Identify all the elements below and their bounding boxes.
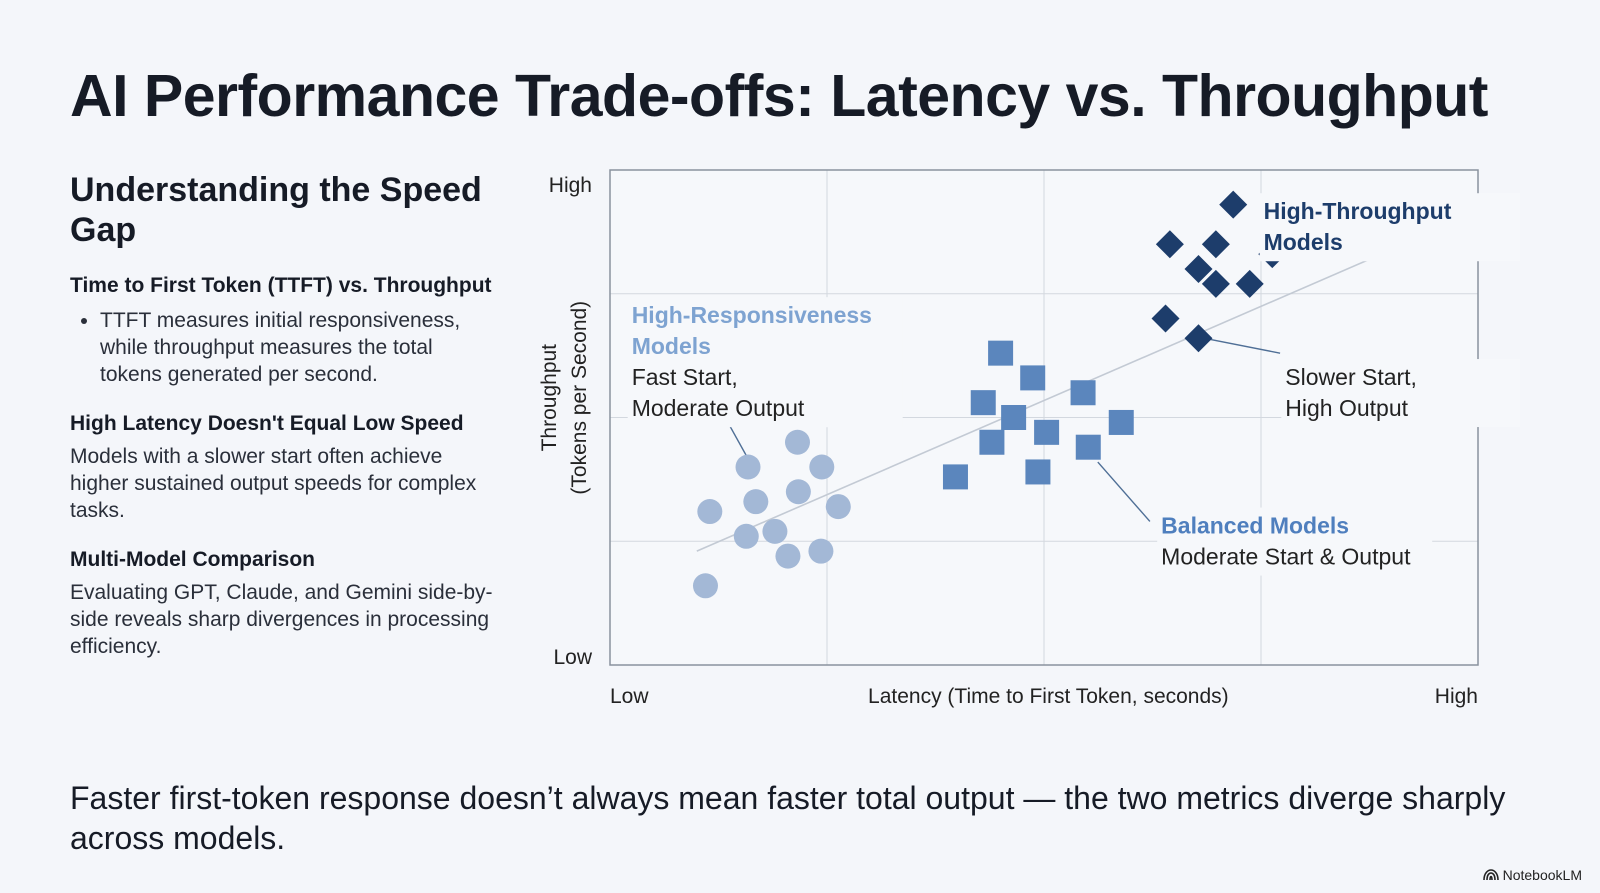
annotation-text: Fast Start, bbox=[632, 364, 738, 390]
trendline bbox=[696, 243, 1405, 552]
page-title: AI Performance Trade-offs: Latency vs. T… bbox=[70, 63, 1488, 129]
chart-svg: High Low Low High Latency (Time to First Tok… bbox=[538, 169, 1520, 708]
annotation-text: Slower Start, bbox=[1285, 364, 1417, 390]
annotation-background bbox=[627, 297, 903, 428]
annotation-balanced: Balanced Models Moderate Start & Output bbox=[1157, 507, 1433, 576]
notebooklm-icon bbox=[1482, 869, 1499, 881]
point-high-responsiveness bbox=[775, 543, 801, 569]
annotation-high-responsiveness: High-Responsiveness Models Fast Start, Mode… bbox=[627, 297, 903, 428]
x-tick-high: High bbox=[1435, 685, 1478, 708]
section-multi-model: Multi-Model Comparison Evaluating GPT, C… bbox=[70, 546, 500, 660]
explanation-panel: Understanding the Speed Gap Time to Firs… bbox=[70, 170, 500, 682]
point-high-throughput bbox=[1219, 190, 1248, 219]
point-high-responsiveness bbox=[784, 429, 810, 455]
section-text: Evaluating GPT, Claude, and Gemini side-… bbox=[70, 581, 493, 658]
annotation-title: Balanced Models bbox=[1161, 513, 1349, 539]
scatter-chart: High Low Low High Latency (Time to First Tok… bbox=[520, 160, 1520, 730]
point-high-responsiveness bbox=[733, 523, 759, 549]
panel-heading: Understanding the Speed Gap bbox=[70, 171, 482, 249]
point-high-responsiveness bbox=[785, 479, 811, 505]
y-axis-label-line1: Throughput bbox=[538, 344, 561, 452]
annotation-title: Models bbox=[632, 333, 711, 359]
annotation-background bbox=[1281, 359, 1520, 428]
point-balanced bbox=[1034, 419, 1060, 445]
point-high-responsiveness bbox=[808, 538, 834, 564]
point-high-throughput bbox=[1201, 269, 1230, 298]
point-high-responsiveness bbox=[809, 454, 835, 480]
point-balanced bbox=[1108, 409, 1134, 435]
footer-takeaway: Faster first-token response doesn’t alwa… bbox=[70, 780, 1506, 856]
annotation-leader-line bbox=[1097, 461, 1151, 522]
point-balanced bbox=[970, 390, 996, 416]
x-axis-label: Latency (Time to First Token, seconds) bbox=[868, 685, 1229, 708]
bullet-list: TTFT measures initial responsiveness, wh… bbox=[70, 307, 500, 388]
annotation-title: High-Responsiveness bbox=[632, 302, 872, 328]
bullet-item: TTFT measures initial responsiveness, wh… bbox=[100, 307, 500, 388]
point-balanced bbox=[1075, 434, 1101, 460]
point-high-throughput bbox=[1184, 255, 1213, 283]
section-ttft: Time to First Token (TTFT) vs. Throughpu… bbox=[70, 272, 500, 388]
point-balanced bbox=[1070, 380, 1096, 406]
point-high-responsiveness bbox=[697, 499, 723, 525]
annotation-text: Moderate Start & Output bbox=[1161, 544, 1411, 570]
point-high-throughput bbox=[1201, 230, 1230, 259]
annotation-title: Models bbox=[1264, 229, 1343, 255]
point-high-responsiveness bbox=[735, 454, 761, 480]
point-high-throughput bbox=[1184, 324, 1213, 353]
annotation-text: High Output bbox=[1285, 395, 1408, 421]
brand-logo: NotebookLM bbox=[1482, 867, 1582, 883]
point-balanced bbox=[979, 429, 1005, 455]
point-balanced bbox=[942, 464, 968, 490]
brand-name: NotebookLM bbox=[1502, 867, 1582, 883]
y-tick-high: High bbox=[549, 174, 592, 197]
annotation-title: High-Throughput bbox=[1264, 198, 1452, 224]
y-axis-label: Throughput (Tokens per Second) bbox=[538, 301, 591, 495]
annotation-slower-start: Slower Start, High Output bbox=[1281, 359, 1520, 428]
section-high-latency: High Latency Doesn't Equal Low Speed Mod… bbox=[70, 410, 500, 524]
section-heading: High Latency Doesn't Equal Low Speed bbox=[70, 412, 464, 435]
point-high-responsiveness bbox=[825, 494, 851, 520]
annotation-high-throughput: High-Throughput Models bbox=[1259, 193, 1520, 262]
section-text: Models with a slower start often achieve… bbox=[70, 445, 477, 522]
point-high-responsiveness bbox=[743, 489, 769, 515]
point-high-responsiveness bbox=[692, 573, 718, 599]
annotation-leader-line bbox=[1204, 337, 1281, 354]
point-high-throughput bbox=[1151, 304, 1180, 333]
point-balanced bbox=[1025, 459, 1051, 485]
point-high-throughput bbox=[1155, 230, 1184, 259]
section-heading: Multi-Model Comparison bbox=[70, 548, 315, 571]
section-heading: Time to First Token (TTFT) vs. Throughpu… bbox=[70, 274, 492, 297]
point-balanced bbox=[1020, 365, 1046, 391]
y-axis-label-line2: (Tokens per Second) bbox=[568, 301, 591, 495]
y-tick-low: Low bbox=[553, 646, 592, 669]
point-high-responsiveness bbox=[762, 518, 788, 544]
point-balanced bbox=[1001, 405, 1027, 430]
annotation-text: Moderate Output bbox=[632, 395, 805, 421]
x-tick-low: Low bbox=[610, 685, 649, 708]
point-high-throughput bbox=[1235, 269, 1264, 298]
annotation-background bbox=[1157, 507, 1433, 576]
point-balanced bbox=[988, 340, 1014, 366]
annotation-background bbox=[1259, 193, 1520, 262]
